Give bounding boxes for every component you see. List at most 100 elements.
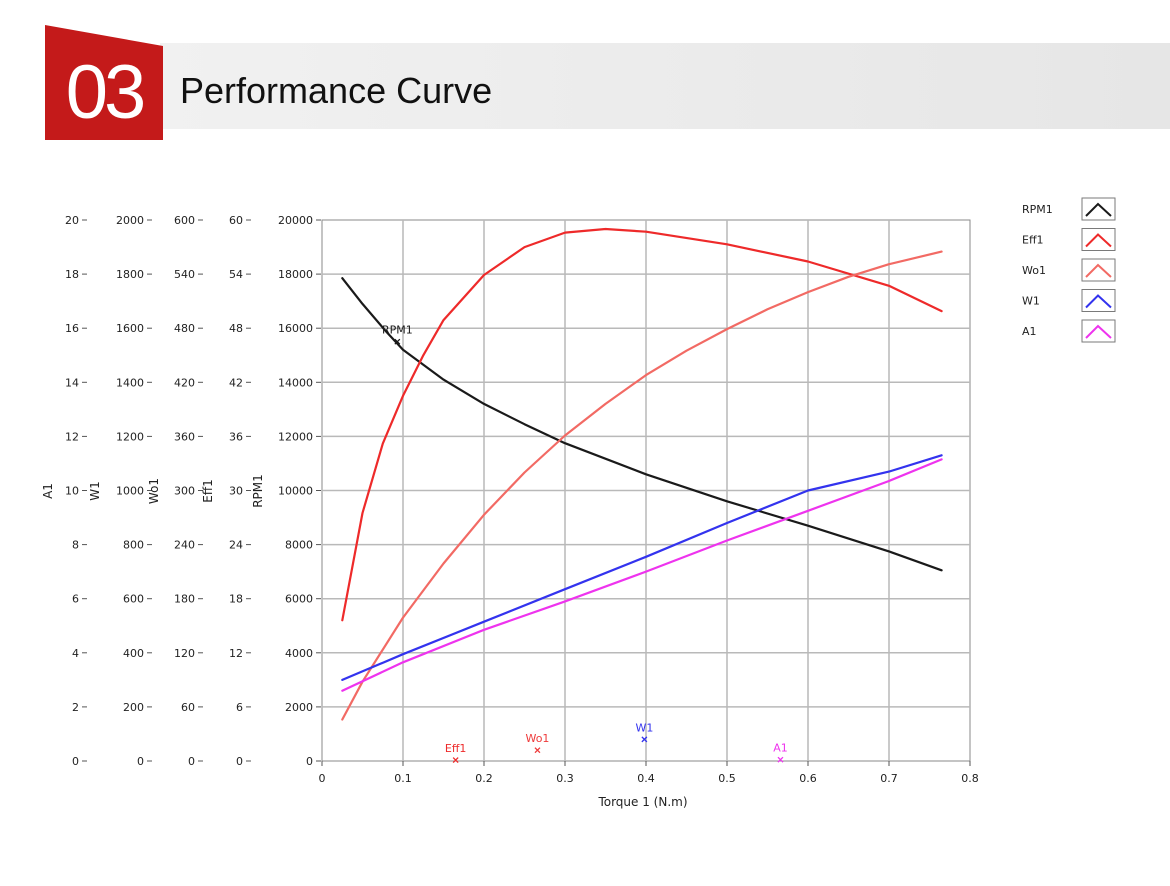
series-line-w1 [341, 454, 943, 682]
y-tick-label-rpm1: 12000 [278, 430, 313, 443]
y-tick-label-rpm1: 8000 [285, 539, 313, 552]
y-tick-label-eff1: 54 [229, 268, 243, 281]
y-tick-label-a1: 0 [72, 755, 79, 768]
legend-label-wo1: Wo1 [1022, 264, 1046, 277]
y-tick-label-w1: 400 [123, 647, 144, 660]
y-tick-label-a1: 4 [72, 647, 79, 660]
y-tick-label-eff1: 36 [229, 430, 243, 443]
series-line-wo1 [341, 250, 943, 721]
y-tick-label-eff1: 18 [229, 593, 243, 606]
legend-swatch-box-wo1 [1081, 258, 1116, 282]
y-tick-label-rpm1: 4000 [285, 647, 313, 660]
y-tick-label-w1: 0 [137, 755, 144, 768]
y-tick-label-w1: 600 [123, 593, 144, 606]
y-tick-label-rpm1: 2000 [285, 701, 313, 714]
y-tick-label-eff1: 0 [236, 755, 243, 768]
y-tick-label-w1: 1800 [116, 268, 144, 281]
y-tick-label-a1: 2 [72, 701, 79, 714]
y-axis-label-w1: W1 [88, 481, 102, 501]
legend-label-w1: W1 [1022, 295, 1040, 308]
y-tick-label-wo1: 240 [174, 539, 195, 552]
legend-swatch-rpm1 [1085, 202, 1112, 217]
y-tick-label-wo1: 180 [174, 593, 195, 606]
section-title: Performance Curve [180, 70, 493, 111]
y-tick-label-eff1: 42 [229, 376, 243, 389]
y-tick-label-rpm1: 6000 [285, 593, 313, 606]
legend-swatch-box-eff1 [1081, 228, 1116, 251]
y-tick-label-w1: 1400 [116, 376, 144, 389]
y-axis-label-wo1: Wo1 [147, 478, 161, 504]
y-tick-label-w1: 2000 [116, 214, 144, 227]
legend-swatch-box-w1 [1081, 289, 1116, 312]
x-axis-label: Torque 1 (N.m) [597, 795, 687, 809]
y-tick-label-w1: 800 [123, 539, 144, 552]
y-tick-label-eff1: 48 [229, 322, 243, 335]
y-tick-label-wo1: 360 [174, 430, 195, 443]
y-tick-label-wo1: 300 [174, 485, 195, 498]
y-tick-label-w1: 1600 [116, 322, 144, 335]
legend-swatch-box-a1 [1081, 319, 1116, 343]
y-axis-label-a1: A1 [41, 483, 55, 499]
x-tick-label: 0.4 [637, 772, 655, 785]
legend-swatch-a1 [1085, 324, 1112, 339]
y-tick-label-eff1: 24 [229, 539, 243, 552]
y-tick-label-a1: 10 [65, 485, 79, 498]
y-tick-label-a1: 8 [72, 539, 79, 552]
y-tick-label-eff1: 60 [229, 214, 243, 227]
y-tick-label-wo1: 480 [174, 322, 195, 335]
y-tick-label-rpm1: 18000 [278, 268, 313, 281]
series-line-rpm1 [341, 277, 943, 572]
series-line-a1 [341, 458, 943, 692]
legend-swatch-wo1 [1085, 263, 1112, 278]
x-tick-label: 0.1 [394, 772, 412, 785]
y-tick-label-wo1: 0 [188, 755, 195, 768]
y-tick-label-eff1: 12 [229, 647, 243, 660]
cursor-label-a1: A1 [773, 742, 788, 755]
cursor-marker-w1 [641, 736, 648, 743]
y-tick-label-a1: 18 [65, 268, 79, 281]
y-tick-label-wo1: 420 [174, 376, 195, 389]
y-tick-label-eff1: 30 [229, 485, 243, 498]
x-tick-label: 0.8 [961, 772, 979, 785]
y-tick-label-wo1: 60 [181, 701, 195, 714]
legend-swatch-w1 [1085, 294, 1112, 309]
x-tick-label: 0.7 [880, 772, 898, 785]
y-tick-label-rpm1: 10000 [278, 485, 313, 498]
legend-label-rpm1: RPM1 [1022, 203, 1053, 216]
y-axis-label-rpm1: RPM1 [251, 474, 265, 508]
cursor-label-w1: W1 [635, 721, 653, 734]
x-tick-label: 0.5 [718, 772, 736, 785]
x-tick-label: 0 [319, 772, 326, 785]
y-tick-label-w1: 1200 [116, 430, 144, 443]
y-tick-label-rpm1: 16000 [278, 322, 313, 335]
x-tick-label: 0.2 [475, 772, 493, 785]
y-tick-label-wo1: 120 [174, 647, 195, 660]
cursor-marker-rpm1 [394, 338, 401, 345]
cursor-label-wo1: Wo1 [525, 732, 549, 745]
x-tick-label: 0.3 [556, 772, 574, 785]
y-tick-label-wo1: 540 [174, 268, 195, 281]
y-tick-label-a1: 6 [72, 593, 79, 606]
cursor-marker-a1 [777, 756, 784, 763]
legend-swatch-box-rpm1 [1081, 197, 1116, 221]
header-band [160, 43, 1170, 129]
y-tick-label-a1: 16 [65, 322, 79, 335]
legend-label-a1: A1 [1022, 325, 1037, 338]
cursor-label-rpm1: RPM1 [382, 324, 413, 337]
y-tick-label-rpm1: 20000 [278, 214, 313, 227]
cursor-marker-wo1 [534, 747, 541, 754]
y-tick-label-w1: 200 [123, 701, 144, 714]
y-tick-label-a1: 12 [65, 430, 79, 443]
y-tick-label-w1: 1000 [116, 485, 144, 498]
y-tick-label-wo1: 600 [174, 214, 195, 227]
y-tick-label-rpm1: 0 [306, 755, 313, 768]
y-tick-label-a1: 14 [65, 376, 79, 389]
section-badge [45, 25, 163, 140]
y-tick-label-a1: 20 [65, 214, 79, 227]
legend-swatch-eff1 [1085, 233, 1112, 248]
section-number: 03 [65, 50, 147, 135]
cursor-label-eff1: Eff1 [445, 742, 467, 755]
series-line-eff1 [341, 227, 943, 622]
y-tick-label-rpm1: 14000 [278, 376, 313, 389]
